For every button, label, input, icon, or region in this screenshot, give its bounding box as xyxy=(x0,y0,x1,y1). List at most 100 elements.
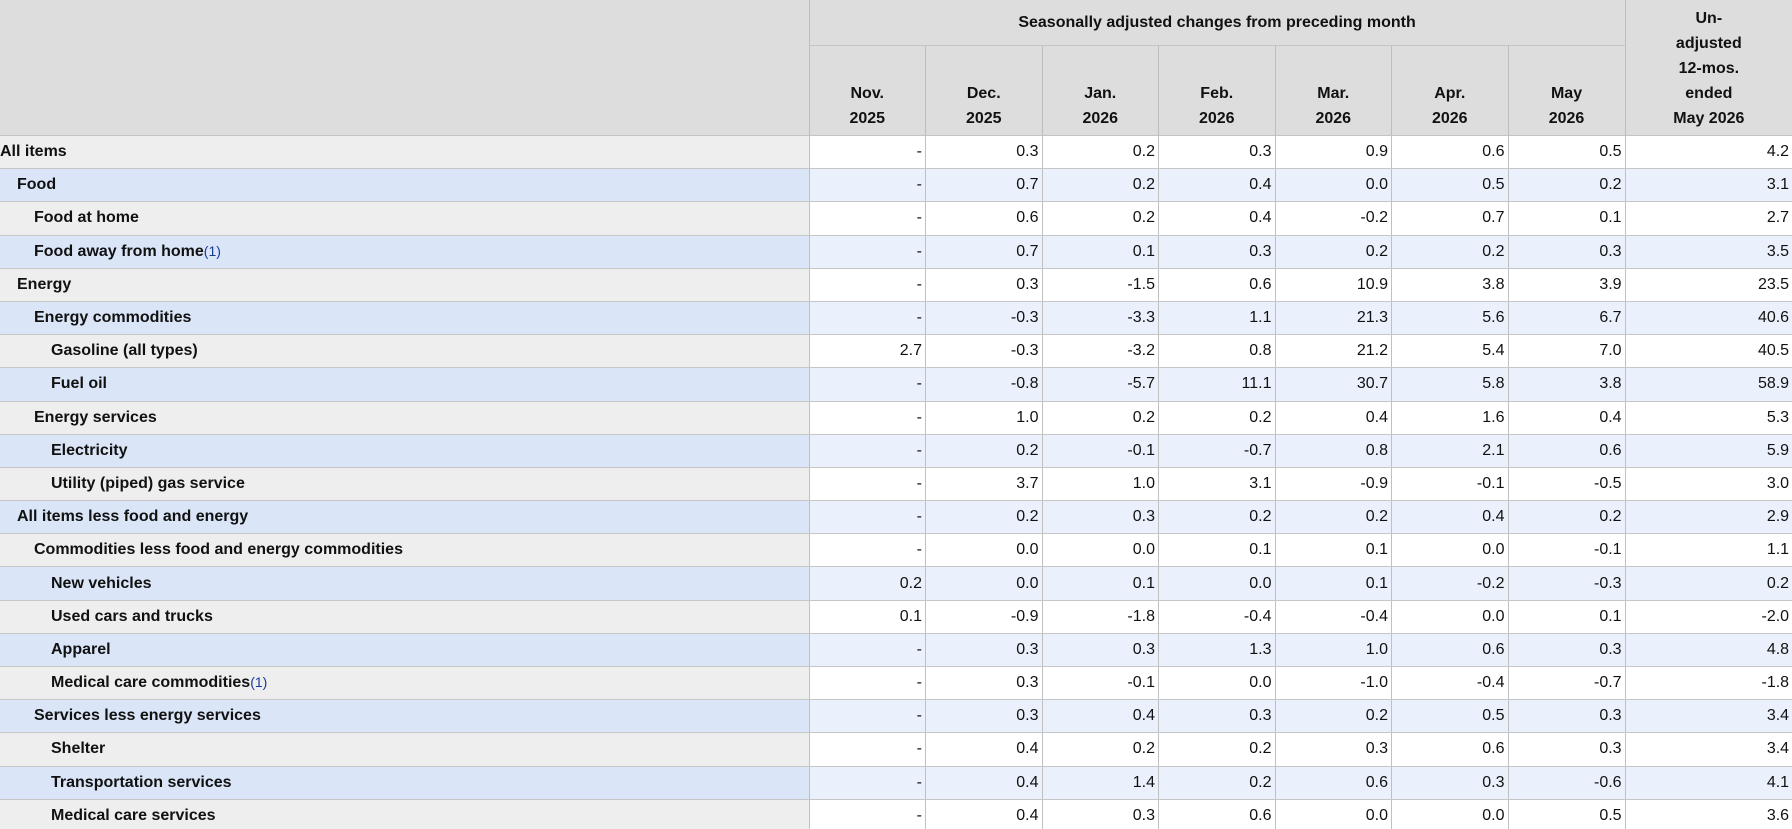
table-row: Energy services -1.0 0.2 0.2 0.4 1.6 0.4 5.3 xyxy=(0,401,1792,435)
footnote-link[interactable]: (1) xyxy=(250,674,268,691)
column-month: Nov. xyxy=(850,85,884,102)
table-row: Commodities less food and energy commodi… xyxy=(0,533,1792,568)
value-cell: -0.1 xyxy=(1391,467,1508,502)
value-cell: - xyxy=(808,732,926,767)
value-cell: -0.1 xyxy=(1507,533,1626,568)
value-cell: 0.6 xyxy=(1274,766,1392,800)
table-row: All items less food and energy -0.2 0.3 0.2… xyxy=(0,500,1792,535)
value-cell: -0.9 xyxy=(925,600,1042,634)
value-cell: 0.2 xyxy=(925,500,1042,535)
value-cell: 0.2 xyxy=(1158,732,1275,767)
value-cell: -3.3 xyxy=(1041,301,1159,336)
value-cell: -0.8 xyxy=(925,367,1042,402)
column-year: 2026 xyxy=(1198,110,1235,127)
value-cell: 0.5 xyxy=(1507,799,1626,829)
value-cell: 0.6 xyxy=(1391,633,1508,668)
value-cell: 0.6 xyxy=(1158,799,1275,829)
value-cell: 0.3 xyxy=(925,135,1042,170)
table-row: Electricity -0.2 -0.1 -0.7 0.8 2.1 0.6 5.9 xyxy=(0,434,1792,468)
row-label: Medical care commodities(1) xyxy=(0,666,809,701)
row-label: Energy xyxy=(0,268,809,302)
value-cell: 1.1 xyxy=(1624,533,1792,568)
value-cell: 0.0 xyxy=(1391,533,1508,568)
value-cell: 3.4 xyxy=(1624,699,1792,734)
value-cell: 40.6 xyxy=(1624,301,1792,336)
row-label-text: Energy commodities xyxy=(34,309,192,327)
unadjusted-header: Un-adjusted 12-mos. ended May 2026 xyxy=(1624,0,1792,136)
column-year: 2025 xyxy=(849,110,886,127)
row-label-text: Used cars and trucks xyxy=(51,607,213,625)
value-cell: -0.6 xyxy=(1507,766,1626,800)
value-cell: 0.2 xyxy=(1391,235,1508,269)
value-cell: - xyxy=(808,666,926,701)
row-label: Gasoline (all types) xyxy=(0,334,809,369)
row-label: Services less energy services xyxy=(0,699,809,734)
row-label-text: Utility (piped) gas service xyxy=(51,474,245,492)
value-cell: 23.5 xyxy=(1624,268,1792,302)
unadjusted-line: 12-mos. xyxy=(1678,60,1740,77)
value-cell: 0.2 xyxy=(1158,500,1275,535)
value-cell: 7.0 xyxy=(1507,334,1626,369)
column-year: 2026 xyxy=(1548,110,1585,127)
column-header: Feb. 2026 xyxy=(1158,45,1275,136)
table-row: Food away from home(1) -0.7 0.1 0.3 0.2 0.2 0.… xyxy=(0,235,1792,269)
value-cell: 0.4 xyxy=(1507,401,1626,435)
value-cell: 0.6 xyxy=(1391,732,1508,767)
group-header: Seasonally adjusted changes from precedi… xyxy=(808,0,1626,46)
value-cell: 3.7 xyxy=(925,467,1042,502)
footnote-link[interactable]: (1) xyxy=(203,242,221,259)
table-row: Food -0.7 0.2 0.4 0.0 0.5 0.2 3.1 xyxy=(0,168,1792,203)
value-cell: 5.4 xyxy=(1391,334,1508,369)
value-cell: 3.8 xyxy=(1507,367,1626,402)
value-cell: 0.3 xyxy=(925,633,1042,668)
table-row: Shelter -0.4 0.2 0.2 0.3 0.6 0.3 3.4 xyxy=(0,732,1792,767)
row-label-text: Apparel xyxy=(51,640,111,658)
value-cell: -2.0 xyxy=(1624,600,1792,634)
value-cell: 0.9 xyxy=(1274,135,1392,170)
column-year: 2026 xyxy=(1082,110,1119,127)
row-label: Food at home xyxy=(0,201,809,236)
value-cell: 0.2 xyxy=(1041,401,1159,435)
value-cell: 0.3 xyxy=(1391,766,1508,800)
value-cell: 0.3 xyxy=(925,268,1042,302)
value-cell: - xyxy=(808,799,926,829)
value-cell: 0.2 xyxy=(1274,500,1392,535)
table-row: Apparel -0.3 0.3 1.3 1.0 0.6 0.3 4.8 xyxy=(0,633,1792,668)
value-cell: 2.1 xyxy=(1391,434,1508,468)
value-cell: 3.1 xyxy=(1158,467,1275,502)
value-cell: 0.1 xyxy=(1507,600,1626,634)
value-cell: 1.4 xyxy=(1041,766,1159,800)
value-cell: 0.8 xyxy=(1274,434,1392,468)
column-year: 2025 xyxy=(965,110,1002,127)
value-cell: - xyxy=(808,201,926,236)
value-cell: -3.2 xyxy=(1041,334,1159,369)
value-cell: -1.0 xyxy=(1274,666,1392,701)
value-cell: 0.3 xyxy=(1041,633,1159,668)
column-header: Dec. 2025 xyxy=(925,45,1042,136)
value-cell: 0.0 xyxy=(1041,533,1159,568)
unadjusted-line: Un- xyxy=(1695,10,1723,27)
value-cell: 1.0 xyxy=(1041,467,1159,502)
row-label-text: Electricity xyxy=(51,441,128,459)
value-cell: 0.2 xyxy=(1507,500,1626,535)
row-label-text: Shelter xyxy=(51,740,106,758)
value-cell: 30.7 xyxy=(1274,367,1392,402)
value-cell: 2.9 xyxy=(1624,500,1792,535)
row-label-text: New vehicles xyxy=(51,574,152,592)
value-cell: 0.2 xyxy=(1158,766,1275,800)
row-label: Utility (piped) gas service xyxy=(0,467,809,502)
value-cell: 0.6 xyxy=(1158,268,1275,302)
row-label: Food away from home(1) xyxy=(0,235,809,269)
row-label-text: Medical care commodities xyxy=(51,674,251,692)
table-row: Utility (piped) gas service -3.7 1.0 3.1 -0.… xyxy=(0,467,1792,502)
row-label-text: Services less energy services xyxy=(34,707,261,725)
row-label-text: Gasoline (all types) xyxy=(51,342,198,360)
value-cell: 0.2 xyxy=(1041,201,1159,236)
value-cell: 0.3 xyxy=(1041,799,1159,829)
value-cell: - xyxy=(808,367,926,402)
value-cell: 0.1 xyxy=(1041,566,1159,601)
value-cell: -0.9 xyxy=(1274,467,1392,502)
value-cell: 0.1 xyxy=(1507,201,1626,236)
value-cell: - xyxy=(808,633,926,668)
row-label: All items xyxy=(0,135,809,170)
